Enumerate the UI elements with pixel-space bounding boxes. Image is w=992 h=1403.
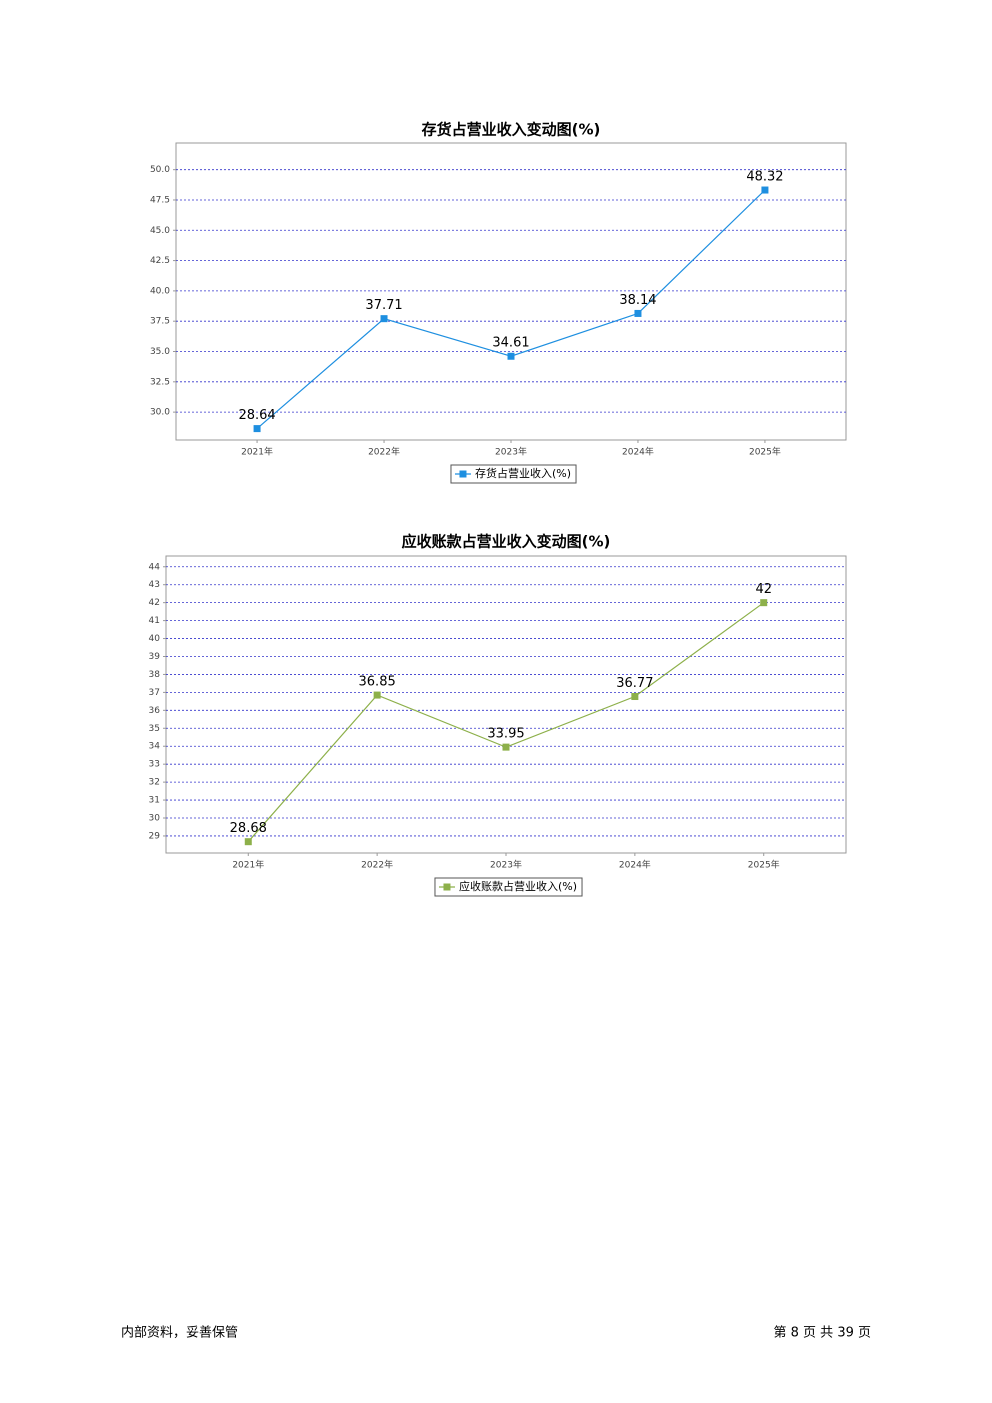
y-tick-label: 30.0 bbox=[150, 408, 170, 418]
x-tick-label: 2023年 bbox=[495, 446, 527, 458]
footer-left: 内部资料，妥善保管 bbox=[121, 1325, 238, 1341]
data-label: 36.85 bbox=[359, 675, 396, 690]
legend-box bbox=[450, 464, 577, 484]
y-tick-label: 38 bbox=[149, 670, 161, 680]
chart-title: 应收账款占营业收入变动图(%) bbox=[402, 533, 611, 551]
chart-title: 存货占营业收入变动图(%) bbox=[422, 121, 601, 139]
data-point bbox=[507, 352, 515, 360]
data-point bbox=[502, 743, 510, 751]
y-tick-label: 40 bbox=[149, 634, 161, 644]
data-label: 33.95 bbox=[487, 727, 524, 742]
y-tick-label: 42 bbox=[149, 598, 160, 608]
x-tick-label: 2022年 bbox=[361, 859, 393, 871]
data-point bbox=[244, 838, 252, 846]
x-tick-label: 2024年 bbox=[622, 446, 654, 458]
x-tick-label: 2022年 bbox=[368, 446, 400, 458]
y-tick-label: 35.0 bbox=[150, 347, 170, 357]
y-tick-label: 50.0 bbox=[150, 165, 170, 175]
data-label: 34.61 bbox=[492, 336, 529, 351]
y-tick-label: 43 bbox=[149, 580, 160, 590]
y-tick-label: 30 bbox=[149, 814, 161, 824]
data-point bbox=[760, 599, 768, 607]
y-tick-label: 32 bbox=[149, 778, 160, 788]
x-tick-label: 2025年 bbox=[748, 859, 780, 871]
y-tick-label: 37.5 bbox=[150, 317, 170, 327]
data-label: 37.71 bbox=[365, 298, 402, 313]
y-tick-label: 32.5 bbox=[150, 377, 170, 387]
data-point bbox=[761, 186, 769, 194]
data-point bbox=[631, 693, 639, 701]
legend-box bbox=[434, 877, 583, 897]
y-tick-label: 42.5 bbox=[150, 256, 170, 266]
x-tick-label: 2021年 bbox=[241, 446, 273, 458]
plot-area bbox=[165, 555, 847, 854]
y-tick-label: 41 bbox=[149, 616, 160, 626]
x-tick-label: 2021年 bbox=[232, 859, 264, 871]
data-label: 38.14 bbox=[619, 293, 656, 308]
y-tick-label: 34 bbox=[149, 742, 161, 752]
data-point bbox=[253, 425, 261, 433]
y-tick-label: 45.0 bbox=[150, 226, 170, 236]
data-point bbox=[634, 309, 642, 317]
y-tick-label: 39 bbox=[149, 652, 161, 662]
y-tick-label: 35 bbox=[149, 724, 160, 734]
data-label: 36.77 bbox=[616, 676, 653, 691]
legend-marker bbox=[443, 883, 451, 891]
data-point bbox=[373, 691, 381, 699]
y-tick-label: 36 bbox=[149, 706, 161, 716]
y-tick-label: 31 bbox=[149, 796, 160, 806]
x-tick-label: 2023年 bbox=[490, 859, 522, 871]
y-tick-label: 29 bbox=[149, 831, 161, 841]
data-label: 28.68 bbox=[230, 821, 267, 836]
plot-area bbox=[175, 142, 847, 441]
legend-label: 应收账款占营业收入(%) bbox=[459, 879, 577, 893]
y-tick-label: 44 bbox=[149, 562, 161, 572]
y-tick-label: 37 bbox=[149, 688, 160, 698]
legend-marker bbox=[459, 470, 467, 478]
y-tick-label: 40.0 bbox=[150, 286, 170, 296]
y-tick-label: 33 bbox=[149, 760, 160, 770]
legend-label: 存货占营业收入(%) bbox=[475, 466, 571, 480]
data-label: 42 bbox=[755, 582, 772, 597]
x-tick-label: 2024年 bbox=[619, 859, 651, 871]
data-label: 48.32 bbox=[746, 170, 783, 185]
y-tick-label: 47.5 bbox=[150, 195, 170, 205]
footer-right: 第 8 页 共 39 页 bbox=[774, 1326, 871, 1341]
data-label: 28.64 bbox=[238, 408, 275, 423]
data-point bbox=[380, 315, 388, 323]
x-tick-label: 2025年 bbox=[749, 446, 781, 458]
